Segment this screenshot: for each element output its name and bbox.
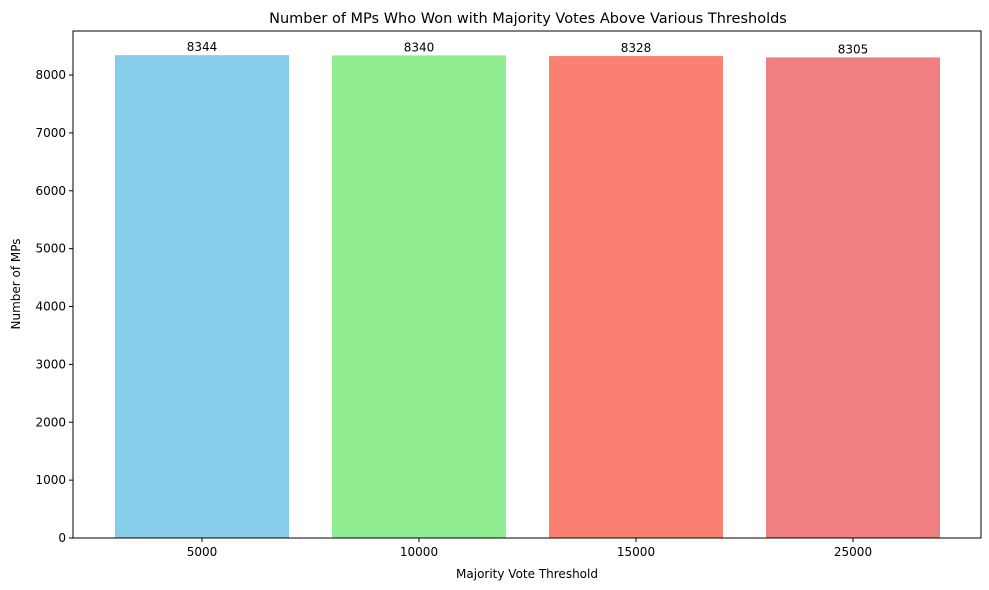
y-tick-label: 2000	[35, 415, 66, 429]
bars-layer: 8344 8340 8328 8305	[115, 40, 940, 539]
data-label-5000: 8344	[187, 40, 218, 54]
x-tick-label: 5000	[187, 545, 218, 559]
ticks-layer: 5000 10000 15000 25000 0 1000 2000 3000 4000 5000…	[35, 68, 872, 559]
y-tick-label: 1000	[35, 473, 66, 487]
data-label-10000: 8340	[404, 40, 435, 54]
y-axis-label: Number of MPs	[9, 238, 23, 329]
y-tick-label: 0	[58, 531, 66, 545]
plot-frame	[72, 30, 982, 539]
x-tick-label: 25000	[834, 545, 872, 559]
y-tick-label: 8000	[35, 68, 66, 82]
y-tick-label: 4000	[35, 300, 66, 314]
data-label-25000: 8305	[838, 42, 869, 56]
bar-10000	[332, 55, 506, 539]
x-tick-label: 15000	[617, 545, 655, 559]
x-axis-label: Majority Vote Threshold	[456, 567, 598, 581]
y-tick-label: 7000	[35, 126, 66, 140]
y-tick-label: 3000	[35, 357, 66, 371]
y-tick-label: 6000	[35, 184, 66, 198]
bar-15000	[549, 56, 723, 539]
x-tick-label: 10000	[400, 545, 438, 559]
bar-25000	[766, 57, 940, 539]
y-tick-label: 5000	[35, 242, 66, 256]
bar-5000	[115, 55, 289, 538]
chart-title: Number of MPs Who Won with Majority Vote…	[269, 11, 787, 27]
data-label-15000: 8328	[621, 41, 652, 55]
